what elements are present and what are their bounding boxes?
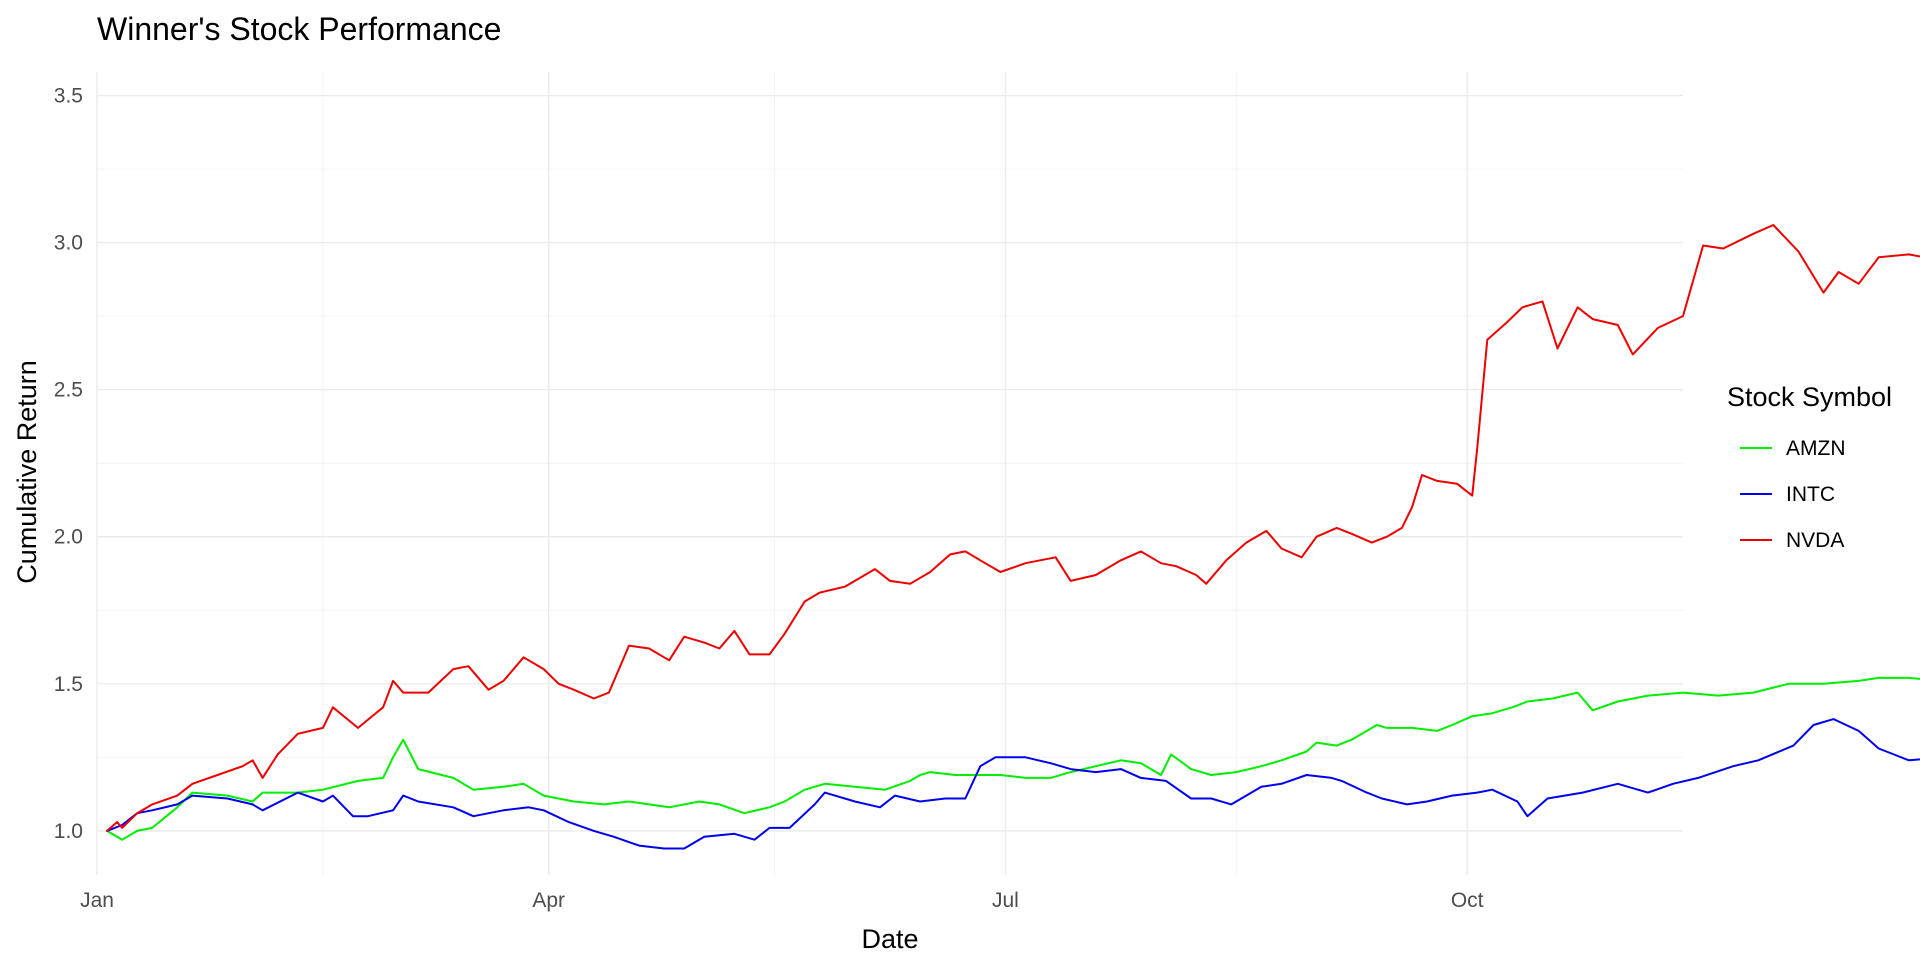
chart-title: Winner's Stock Performance [97,11,501,47]
x-tick-label: Oct [1451,889,1484,912]
legend-label: NVDA [1786,529,1844,552]
y-tick-label: 2.0 [54,526,83,549]
legend-items: AMZN INTC NVDA [1740,437,1846,552]
legend-item-amzn: AMZN [1740,437,1846,460]
grid-layer [96,72,1683,875]
legend-title: Stock Symbol [1727,382,1892,412]
y-tick-label: 2.5 [54,379,83,402]
y-tick-label: 1.5 [54,673,83,696]
x-tick-label: Apr [532,889,565,912]
x-axis-title: Date [861,924,918,954]
y-tick-label: 1.0 [54,820,83,843]
series-line-amzn [106,676,1920,841]
series-layer [106,224,1920,850]
legend-item-intc: INTC [1740,483,1835,506]
legend: Stock Symbol AMZN INTC NVDA [1727,382,1892,552]
y-axis-ticks: 1.0 1.5 2.0 2.5 3.0 3.5 [54,85,83,843]
y-tick-label: 3.0 [54,232,83,255]
y-axis-title: Cumulative Return [12,360,42,584]
legend-item-nvda: NVDA [1740,529,1844,552]
x-tick-label: Jan [80,889,114,912]
series-line-intc [106,718,1920,850]
x-axis-ticks: Jan Apr Jul Oct [80,889,1484,912]
legend-label: INTC [1786,483,1835,506]
series-line-nvda [106,224,1920,832]
y-tick-label: 3.5 [54,85,83,108]
legend-label: AMZN [1786,437,1846,460]
x-tick-label: Jul [992,889,1019,912]
